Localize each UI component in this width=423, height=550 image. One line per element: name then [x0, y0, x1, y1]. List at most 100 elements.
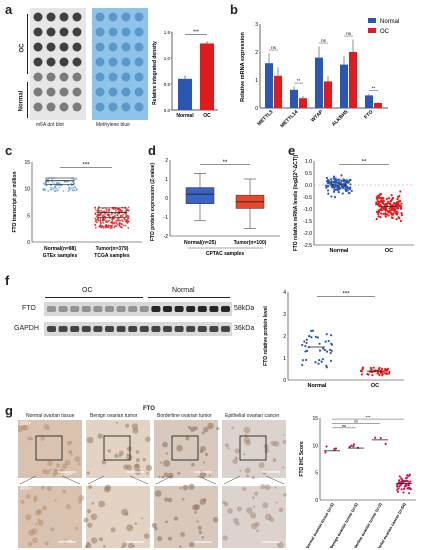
ihc-cell: [249, 512, 257, 519]
data-point: [99, 213, 101, 216]
data-point: [96, 221, 98, 224]
data-point: [70, 187, 73, 190]
data-point: [112, 207, 114, 210]
data-point: [126, 209, 129, 212]
tick-label-y: 0: [315, 498, 318, 504]
ihc-cell: [55, 463, 61, 468]
ihc-cell: [22, 424, 29, 431]
data-point: [377, 204, 380, 207]
data-point: [379, 208, 382, 211]
chart-e-relative-mrna: 1.0 0.5 0.0 -0.5 -1.0 -1.5 -2.0 -2.5 Normal OC FTO…: [293, 154, 414, 254]
normal-group-label: Normal: [172, 287, 195, 294]
data-point: [398, 217, 401, 220]
ihc-cell: [282, 440, 287, 445]
data-point: [306, 349, 309, 352]
data-point: [384, 206, 387, 209]
data-point: [115, 225, 118, 227]
ylabel: FTO IHC Score: [299, 441, 305, 476]
fto-band: [116, 306, 126, 312]
ihc-cell: [179, 545, 182, 548]
data-point: [407, 486, 411, 489]
ihc-cell: [245, 474, 249, 478]
ihc-cell: [163, 472, 169, 478]
data-point: [54, 186, 57, 189]
ihc-cell: [159, 461, 163, 464]
sub-xlabel: TCGA samples: [94, 253, 130, 259]
methylene-spot: [95, 57, 105, 67]
ihc-cell: [254, 491, 259, 496]
tick-label-y: -1.5: [303, 219, 312, 225]
data-point: [123, 218, 126, 221]
ihc-cell: [32, 537, 38, 544]
data-point: [324, 451, 327, 454]
data-point: [101, 225, 104, 227]
tick-label-y: 4: [283, 290, 286, 296]
sig-mark: ns: [346, 31, 352, 36]
tick-label-y: 0.0: [305, 183, 312, 189]
data-point: [379, 192, 383, 196]
bar-oc: [200, 43, 214, 110]
ihc-cell: [161, 475, 165, 479]
data-point: [119, 225, 122, 228]
data-point: [332, 190, 336, 193]
methylene-spot: [95, 87, 105, 97]
data-point: [58, 182, 60, 185]
data-point: [391, 196, 395, 200]
ihc-cell: [254, 521, 260, 527]
tick-label-y: 0: [283, 378, 286, 384]
tick-label-y: 1.5: [164, 30, 171, 35]
data-point: [305, 358, 308, 362]
ihc-cell: [202, 461, 206, 464]
fto-band: [105, 306, 114, 312]
data-point: [45, 184, 48, 187]
methylene-spot: [108, 102, 118, 112]
ihc-cell: [165, 520, 168, 524]
data-point: [396, 197, 399, 201]
data-point: [379, 200, 382, 203]
ihc-image: [86, 420, 150, 478]
data-point: [329, 334, 333, 337]
data-point: [350, 444, 353, 447]
oc-group-line: [45, 297, 143, 298]
data-point: [397, 204, 400, 207]
legend-swatch-oc: [368, 28, 376, 33]
gapdh-band: [139, 326, 149, 332]
data-point: [399, 205, 403, 209]
data-point: [121, 220, 124, 223]
data-point: [399, 190, 402, 193]
data-point: [388, 370, 391, 374]
data-point: [382, 212, 385, 215]
data-point: [376, 200, 380, 203]
data-point: [107, 220, 110, 223]
ihc-cell: [135, 463, 140, 468]
data-point: [52, 187, 55, 190]
dot-blot-spot: [72, 12, 82, 22]
dot-blot-spot: [46, 72, 56, 82]
data-point: [391, 204, 395, 207]
ihc-cell: [143, 533, 150, 539]
fto-band: [70, 306, 80, 312]
ihc-cell: [275, 501, 278, 504]
tick-label-x: FTO: [363, 109, 374, 120]
data-point: [369, 366, 373, 370]
data-point: [98, 210, 101, 213]
ihc-cell: [252, 505, 256, 508]
data-point: [398, 479, 401, 482]
zoom-connector: [19, 475, 37, 485]
data-point: [397, 487, 400, 490]
gapdh-band: [70, 326, 80, 332]
data-point: [105, 224, 107, 227]
data-point: [42, 188, 44, 191]
data-point: [54, 189, 56, 192]
data-point: [390, 213, 393, 216]
tick-label-x: Benign ovarian tumor (n=5): [328, 501, 359, 548]
chart-c-tpm: 0 5 10 15 Normal(n=88)GTEx samples Tumor(n=37…: [12, 160, 142, 259]
fto-band: [221, 306, 230, 312]
panel-letter-a: a: [5, 2, 13, 17]
fto-band: [81, 306, 91, 312]
ihc-cell: [90, 537, 98, 544]
ihc-cell: [91, 502, 95, 505]
ihc-cell: [208, 474, 211, 477]
ihc-cell: [264, 448, 270, 454]
zoom-connector: [87, 475, 105, 485]
